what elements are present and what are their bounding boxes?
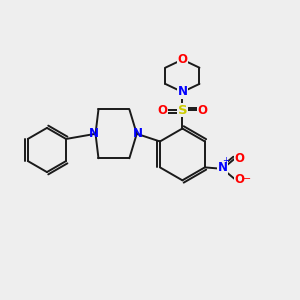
Text: O: O [235,152,244,165]
Text: N: N [177,85,188,98]
Text: +: + [223,156,230,165]
Text: O: O [158,104,167,117]
Text: N: N [133,127,143,140]
Text: O: O [177,53,188,66]
Text: −: − [243,174,251,184]
Text: S: S [178,104,187,117]
Text: O: O [235,172,244,186]
Text: N: N [89,127,99,140]
Text: N: N [218,161,227,175]
Text: O: O [197,104,207,117]
